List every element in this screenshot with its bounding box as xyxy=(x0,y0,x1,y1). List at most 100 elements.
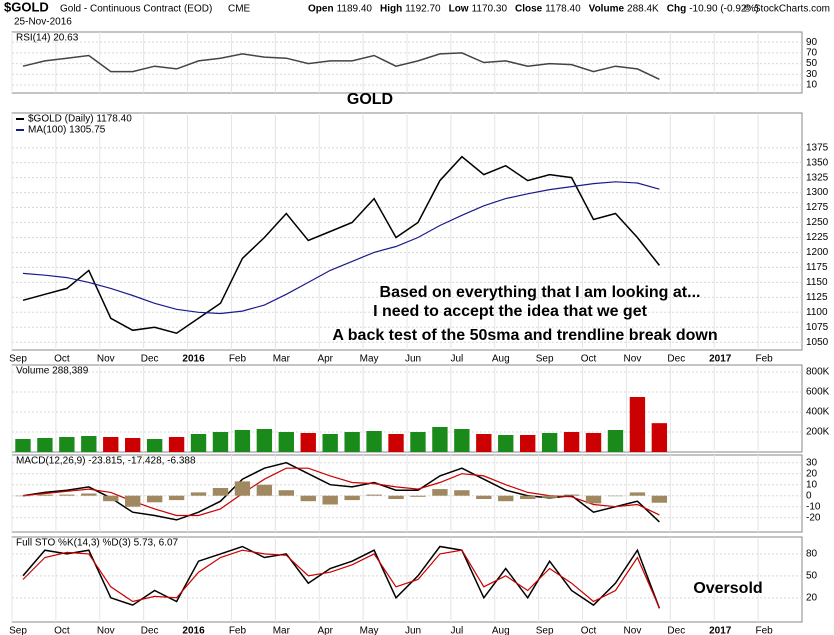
x-tick-label: Oct xyxy=(581,626,597,635)
bar xyxy=(344,432,360,452)
histogram-bar xyxy=(585,495,602,504)
bar xyxy=(432,427,448,452)
annotation: A back test of the 50sma and trendline b… xyxy=(332,327,717,344)
annotation: Oversold xyxy=(693,580,762,597)
quote-label: Open xyxy=(308,4,334,15)
histogram-bar xyxy=(81,493,97,496)
bar xyxy=(37,438,53,452)
histogram-bar xyxy=(476,495,492,499)
bar xyxy=(278,432,294,452)
histogram-bar xyxy=(344,495,360,501)
annotation: GOLD xyxy=(347,91,393,108)
bar xyxy=(212,432,229,452)
bar xyxy=(168,437,185,452)
y-tick-label: 1350 xyxy=(806,157,829,168)
y-tick-label: 30 xyxy=(806,457,818,468)
y-tick-label: 90 xyxy=(806,37,818,48)
bar xyxy=(103,437,119,452)
y-tick-label: 400K xyxy=(806,407,830,418)
quote-value: 1189.40 xyxy=(337,4,373,15)
x-tick-label: Mar xyxy=(273,626,291,635)
y-tick-label: 1200 xyxy=(806,247,829,258)
histogram-bar xyxy=(234,481,251,496)
x-tick-label: Dec xyxy=(141,354,159,365)
y-tick-label: -10 xyxy=(806,501,821,512)
y-tick-label: 30 xyxy=(806,69,818,80)
line xyxy=(22,52,660,80)
x-tick-label: May xyxy=(360,354,379,365)
bar xyxy=(190,434,207,452)
histogram-bar xyxy=(37,494,53,496)
x-tick-label: Sep xyxy=(9,626,27,635)
y-tick-label: 0 xyxy=(806,490,812,501)
y-tick-label: 20 xyxy=(806,592,818,603)
symbol: $GOLD xyxy=(4,0,49,14)
x-tick-label: Dec xyxy=(141,626,159,635)
y-tick-label: 70 xyxy=(806,48,818,59)
y-tick-label: 1125 xyxy=(806,292,828,303)
annotation: Based on everything that I am looking at… xyxy=(380,284,701,301)
x-tick-label: Feb xyxy=(229,354,247,365)
bar xyxy=(322,434,338,452)
histogram-bar xyxy=(15,495,31,497)
x-tick-label: Feb xyxy=(755,626,773,635)
annotation: I need to accept the idea that we get xyxy=(373,303,648,320)
quote: Open 1189.40 High 1192.70 Low 1170.30 Close 117… xyxy=(308,4,759,15)
bar xyxy=(366,431,382,452)
y-tick-label: 200K xyxy=(806,427,830,438)
bar xyxy=(234,430,251,452)
bar xyxy=(256,429,273,452)
bar xyxy=(146,439,163,452)
quote-value: -10.90 (-0.92%) xyxy=(689,4,758,15)
x-tick-label: Sep xyxy=(536,354,554,365)
panel-title: RSI(14) 20.63 xyxy=(16,33,79,44)
x-tick-label: Mar xyxy=(273,354,291,365)
bar xyxy=(476,434,492,452)
x-tick-label: Nov xyxy=(97,626,115,635)
quote-label: Volume xyxy=(589,4,625,15)
y-tick-label: 1375 xyxy=(806,142,829,153)
quote-label: High xyxy=(380,4,402,15)
histogram-bar xyxy=(278,490,294,496)
panel-title: Full STO %K(14,3) %D(3) 5.73, 6.07 xyxy=(16,538,179,549)
y-tick-label: 50 xyxy=(806,58,818,69)
x-tick-label: Jun xyxy=(405,626,421,635)
bar xyxy=(629,397,646,452)
x-tick-label: 2016 xyxy=(182,626,205,635)
histogram-bar xyxy=(410,495,426,497)
quote-value: 1170.30 xyxy=(472,4,508,15)
x-tick-label: Nov xyxy=(97,354,115,365)
y-tick-label: 10 xyxy=(806,80,818,91)
x-tick-label: Jun xyxy=(405,354,421,365)
instrument-name: Gold - Continuous Contract (EOD) xyxy=(60,4,212,15)
histogram-bar xyxy=(498,495,514,502)
quote-label: Chg xyxy=(667,4,686,15)
y-tick-label: 80 xyxy=(806,548,818,559)
legend-entry: MA(100) 1305.75 xyxy=(28,125,106,136)
bar xyxy=(15,439,31,452)
bar xyxy=(454,429,470,452)
line xyxy=(22,181,660,315)
y-tick-label: 1300 xyxy=(806,187,829,198)
histogram-bar xyxy=(322,495,338,505)
histogram-bar xyxy=(651,495,668,503)
x-tick-label: 2016 xyxy=(182,354,205,365)
y-tick-label: -20 xyxy=(806,512,821,523)
y-tick-label: 1075 xyxy=(806,322,829,333)
bar xyxy=(651,423,668,452)
x-tick-label: Jul xyxy=(450,626,463,635)
y-tick-label: 1150 xyxy=(806,277,828,288)
x-tick-label: 2017 xyxy=(709,354,732,365)
line xyxy=(22,545,661,609)
x-tick-label: Oct xyxy=(54,626,70,635)
x-tick-label: Feb xyxy=(755,354,773,365)
bar xyxy=(498,435,514,452)
y-tick-label: 1100 xyxy=(806,307,828,318)
quote-label: Low xyxy=(449,4,469,15)
bar xyxy=(300,433,316,452)
bar xyxy=(563,432,580,452)
histogram-bar xyxy=(541,495,558,498)
x-tick-label: Aug xyxy=(492,626,510,635)
x-tick-label: Dec xyxy=(667,354,685,365)
